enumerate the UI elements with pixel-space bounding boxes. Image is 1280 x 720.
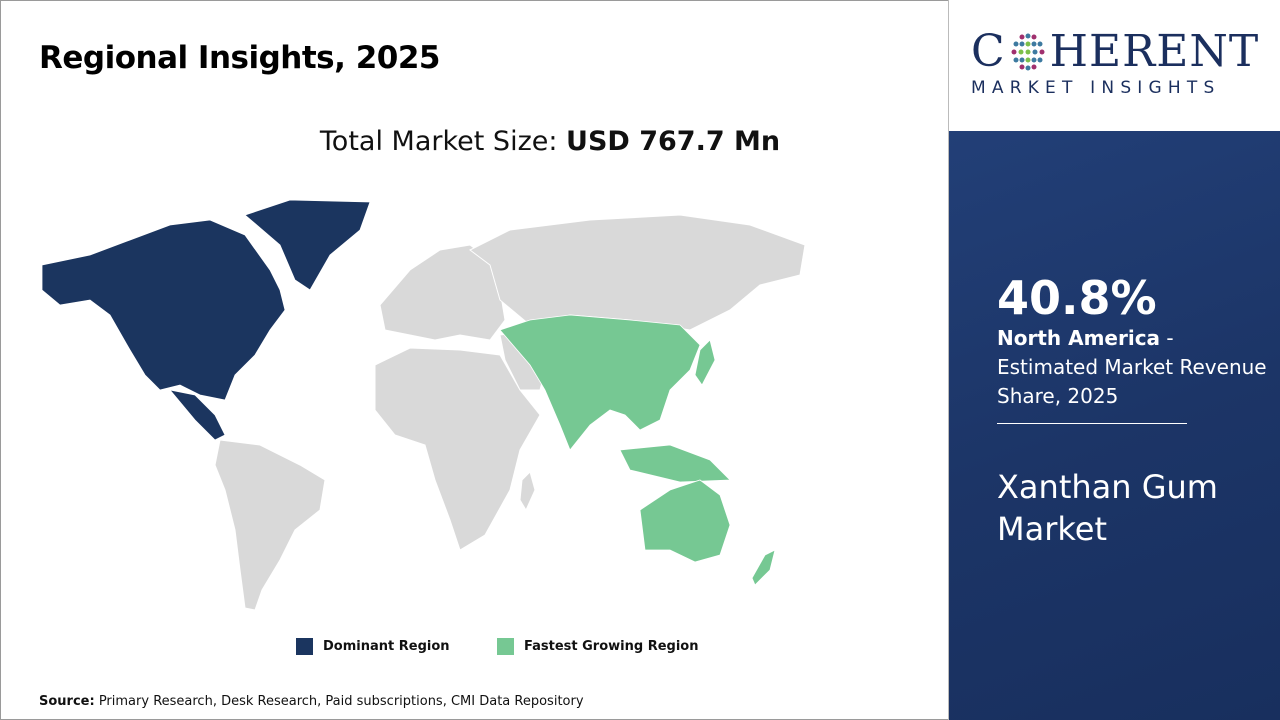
page-title: Regional Insights, 2025	[39, 40, 440, 76]
africa	[374, 347, 541, 551]
share-region: North America	[997, 326, 1161, 350]
market-size-label: Total Market Size:	[319, 126, 567, 157]
highlight-panel: 40.8% North America - Estimated Market R…	[949, 131, 1280, 720]
madagascar	[519, 471, 536, 512]
source-note: Source: Primary Research, Desk Research,…	[39, 694, 584, 709]
world-map	[41, 199, 806, 611]
asia-pacific	[499, 314, 701, 451]
north-america	[41, 219, 286, 401]
total-market-size: Total Market Size: USD 767.7 Mn	[0, 126, 1100, 157]
japan	[694, 339, 716, 386]
logo-subtitle: MARKET INSIGHTS	[971, 78, 1221, 98]
legend-label: Fastest Growing Region	[524, 639, 699, 654]
share-percent: 40.8%	[997, 271, 1157, 325]
source-label: Source:	[39, 694, 95, 709]
new-zealand	[751, 549, 776, 586]
central-america	[168, 389, 226, 441]
divider	[997, 423, 1187, 424]
share-desc-text: - Estimated Market Revenue Share, 2025	[997, 326, 1267, 408]
logo-letters: HERENT	[1049, 26, 1260, 77]
legend-swatch-fastest	[497, 638, 514, 655]
legend-fastest: Fastest Growing Region	[497, 638, 698, 655]
market-size-value: USD 767.7 Mn	[566, 126, 781, 157]
logo-wordmark: C HERENT	[971, 30, 1261, 74]
share-description: North America - Estimated Market Revenue…	[997, 324, 1272, 411]
logo-letter: C	[971, 26, 1006, 77]
market-name: Xanthan Gum Market	[997, 468, 1218, 548]
australia	[639, 479, 731, 563]
legend-label: Dominant Region	[323, 639, 450, 654]
russia	[469, 214, 806, 331]
legend-swatch-dominant	[296, 638, 313, 655]
company-logo: C HERENT MARKET INSIGHTS	[971, 30, 1261, 99]
globe-dots-icon	[1011, 33, 1045, 71]
side-panel: C HERENT MARKET INSIGHTS 40.8% North Ame…	[948, 0, 1280, 720]
europe	[379, 244, 506, 341]
south-america	[214, 439, 326, 611]
greenland	[244, 199, 371, 291]
source-text: Primary Research, Desk Research, Paid su…	[94, 694, 584, 709]
legend-dominant: Dominant Region	[296, 638, 450, 655]
southeast-asia-islands	[619, 444, 731, 483]
